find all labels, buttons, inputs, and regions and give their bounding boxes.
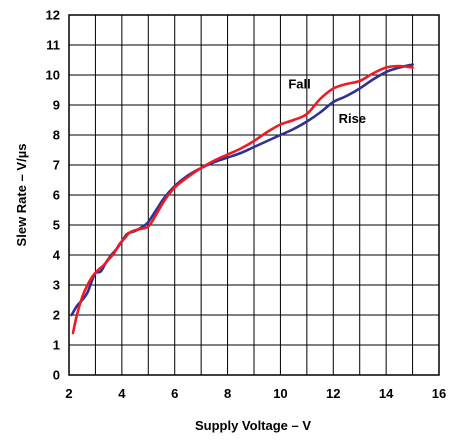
y-tick-label: 3 xyxy=(53,278,60,293)
plot-frame xyxy=(68,14,440,376)
x-tick-label: 14 xyxy=(379,386,394,401)
x-axis-label: Supply Voltage – V xyxy=(195,418,311,433)
series-line-fall xyxy=(71,64,414,335)
x-tick-label: 10 xyxy=(273,386,287,401)
y-tick-label: 4 xyxy=(53,248,61,263)
y-tick-label: 10 xyxy=(46,68,60,83)
x-tick-label: 16 xyxy=(432,386,446,401)
y-tick-label: 12 xyxy=(46,8,60,23)
y-tick-label: 2 xyxy=(53,308,60,323)
y-tick-label: 1 xyxy=(53,338,60,353)
y-tick-label: 11 xyxy=(46,38,60,53)
annotations: Fall Rise xyxy=(288,77,366,127)
y-axis-label: Slew Rate – V/µs xyxy=(14,144,29,247)
y-tick-label: 9 xyxy=(53,98,60,113)
y-tick-label: 0 xyxy=(53,368,60,383)
y-tick-label: 8 xyxy=(53,128,60,143)
x-tick-label: 4 xyxy=(118,386,126,401)
x-tick-label: 6 xyxy=(171,386,178,401)
x-tick-label: 2 xyxy=(65,386,72,401)
y-tick-label: 5 xyxy=(53,218,60,233)
x-tick-labels: 2 4 6 8 10 12 14 16 xyxy=(65,386,446,401)
x-tick-label: 12 xyxy=(326,386,340,401)
series-group xyxy=(70,63,414,335)
grid-lines xyxy=(68,14,440,376)
annotation-rise: Rise xyxy=(339,111,366,126)
y-tick-label: 7 xyxy=(53,158,60,173)
x-tick-label: 8 xyxy=(224,386,231,401)
series-line-rise xyxy=(70,63,414,317)
y-tick-label: 6 xyxy=(53,188,60,203)
annotation-fall: Fall xyxy=(288,77,310,92)
